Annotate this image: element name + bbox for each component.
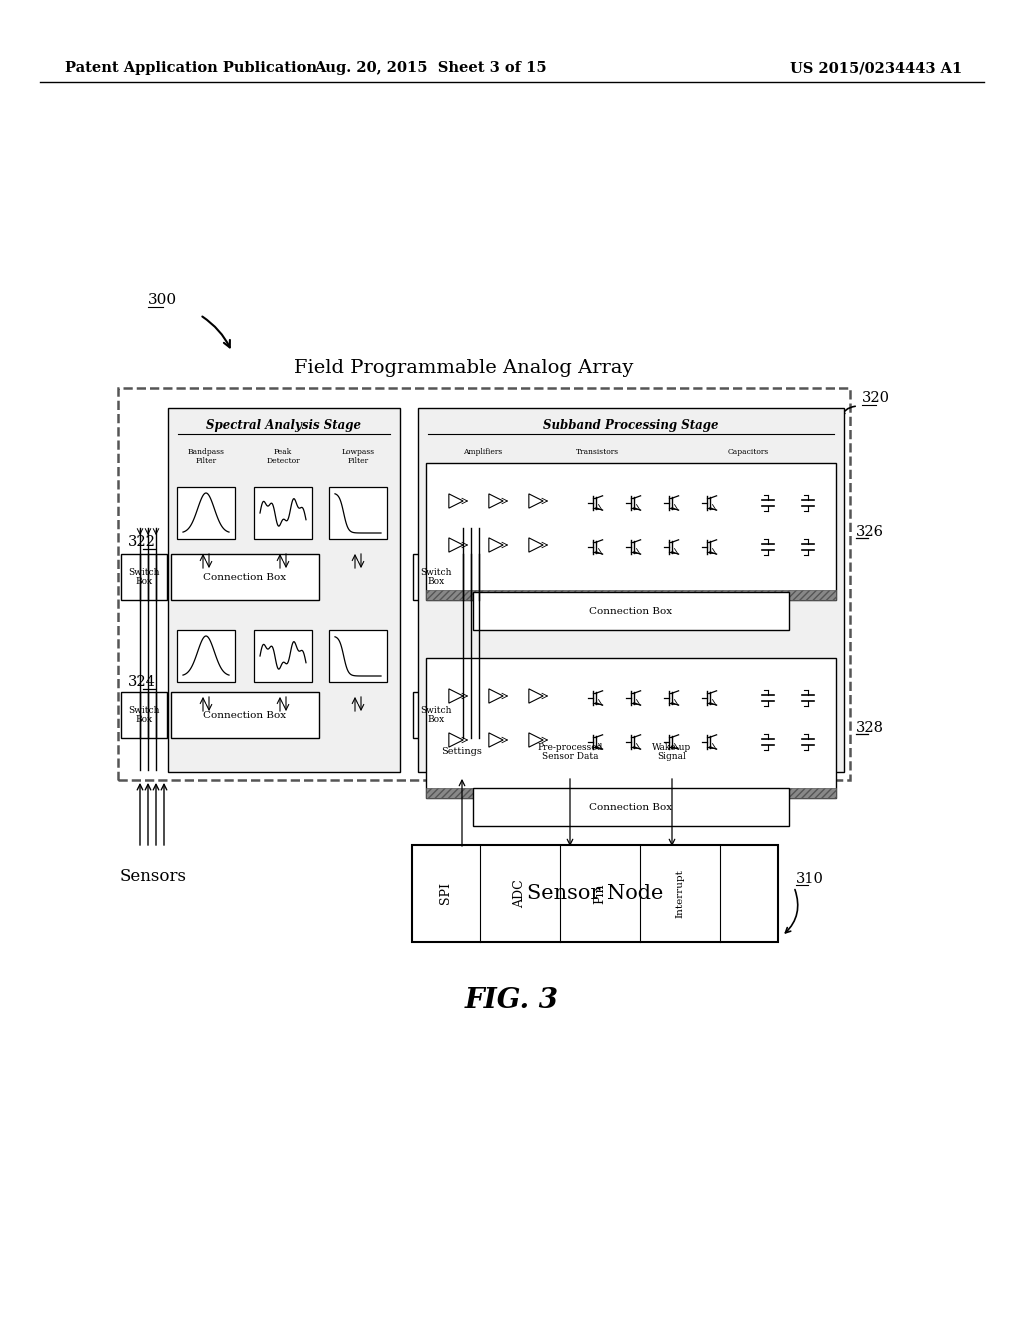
Text: Interrupt: Interrupt: [676, 869, 684, 917]
Text: Pre-processed
Sensor Data: Pre-processed Sensor Data: [538, 743, 603, 762]
Text: 328: 328: [856, 721, 884, 735]
Text: Peak
Detector: Peak Detector: [266, 447, 300, 465]
Text: Sensors: Sensors: [120, 869, 186, 884]
Text: 324: 324: [128, 675, 156, 689]
FancyArrowPatch shape: [840, 407, 855, 417]
Text: Patent Application Publication: Patent Application Publication: [65, 61, 317, 75]
Bar: [473, 788, 790, 826]
Text: 322: 322: [128, 535, 156, 549]
Bar: [412, 845, 778, 942]
Text: FIG. 3: FIG. 3: [465, 986, 559, 1014]
Text: Bandpass
Filter: Bandpass Filter: [187, 447, 224, 465]
Text: Connection Box: Connection Box: [204, 710, 287, 719]
Text: Switch
Box: Switch Box: [420, 706, 452, 725]
Bar: [426, 463, 836, 601]
Text: Settings: Settings: [441, 747, 482, 756]
Bar: [426, 657, 836, 799]
Text: Field Programmable Analog Array: Field Programmable Analog Array: [294, 359, 634, 378]
Bar: [171, 554, 319, 601]
Bar: [118, 388, 850, 780]
FancyArrowPatch shape: [203, 317, 230, 347]
Text: Connection Box: Connection Box: [204, 573, 287, 582]
Text: Switch
Box: Switch Box: [128, 568, 160, 586]
Text: 310: 310: [796, 873, 824, 886]
Bar: [418, 408, 844, 772]
Text: Switch
Box: Switch Box: [420, 568, 452, 586]
Bar: [168, 408, 400, 772]
Text: 326: 326: [856, 524, 884, 539]
Bar: [121, 692, 167, 738]
Text: Transistors: Transistors: [577, 447, 620, 455]
Bar: [121, 554, 167, 601]
Bar: [329, 487, 387, 539]
Bar: [426, 590, 836, 601]
Bar: [426, 788, 836, 799]
Bar: [254, 630, 312, 682]
Bar: [177, 630, 234, 682]
Text: SPI: SPI: [439, 883, 453, 904]
Bar: [473, 591, 790, 630]
Bar: [413, 692, 459, 738]
Text: Pin: Pin: [594, 883, 606, 904]
Text: Connection Box: Connection Box: [590, 803, 673, 812]
Text: Spectral Analysis Stage: Spectral Analysis Stage: [207, 420, 361, 433]
FancyArrowPatch shape: [785, 890, 798, 933]
Bar: [171, 692, 319, 738]
Text: ADC: ADC: [513, 879, 526, 908]
Text: 320: 320: [862, 391, 890, 405]
Text: 300: 300: [148, 293, 177, 308]
Text: Connection Box: Connection Box: [590, 606, 673, 615]
Text: Capacitors: Capacitors: [727, 447, 769, 455]
Text: Amplifiers: Amplifiers: [464, 447, 503, 455]
Bar: [177, 487, 234, 539]
Bar: [254, 487, 312, 539]
Text: Sensor Node: Sensor Node: [526, 884, 664, 903]
Text: Switch
Box: Switch Box: [128, 706, 160, 725]
Text: US 2015/0234443 A1: US 2015/0234443 A1: [790, 61, 963, 75]
Text: Wake-up
Signal: Wake-up Signal: [652, 743, 691, 762]
Text: Lowpass
Filter: Lowpass Filter: [341, 447, 375, 465]
Text: Aug. 20, 2015  Sheet 3 of 15: Aug. 20, 2015 Sheet 3 of 15: [313, 61, 547, 75]
Bar: [413, 554, 459, 601]
Text: Subband Processing Stage: Subband Processing Stage: [544, 420, 719, 433]
Bar: [329, 630, 387, 682]
